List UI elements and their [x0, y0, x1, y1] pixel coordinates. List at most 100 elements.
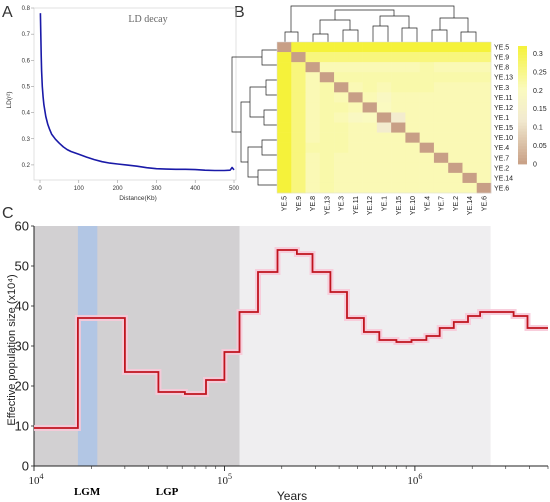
heatmap-cell [362, 132, 378, 143]
shaded-period [239, 226, 491, 466]
psmc-y-tick-label: 40 [15, 299, 29, 314]
heatmap-cell [348, 142, 363, 154]
heatmap-cell [348, 122, 363, 133]
heatmap-cell [433, 142, 449, 154]
heatmap-col-label: YE.6 [481, 196, 488, 211]
heatmap-row-label: YE.7 [494, 155, 509, 162]
legend-swatch [518, 134, 527, 138]
heatmap-cell [391, 92, 406, 103]
heatmap-cell [376, 182, 392, 194]
legend-swatch [518, 69, 527, 73]
heatmap-cell [305, 132, 321, 143]
legend-swatch [518, 152, 527, 156]
legend-swatch [518, 96, 527, 100]
legend-tick-label: 0.3 [533, 51, 543, 58]
heatmap-cell [376, 72, 392, 83]
heatmap-cell [419, 162, 435, 174]
heatmap-cell [433, 122, 449, 133]
heatmap-cell [348, 42, 363, 53]
heatmap-cell [334, 62, 349, 73]
heatmap-cell [433, 172, 449, 184]
heatmap-col-label: YE.10 [410, 196, 417, 215]
heatmap-cell [291, 72, 306, 83]
legend-tick-label: 0.1 [533, 125, 543, 132]
legend-swatch [518, 107, 527, 112]
heatmap-cell [376, 92, 392, 103]
heatmap-cell [419, 142, 435, 154]
heatmap-cell [376, 102, 392, 113]
heatmap-cell [448, 102, 463, 113]
psmc-annotation-lgp: LGP [156, 486, 179, 498]
legend-swatch [518, 122, 527, 127]
heatmap-cell [391, 142, 406, 154]
heatmap-cell [462, 142, 478, 154]
legend-tick-label: 0.2 [533, 88, 543, 95]
psmc-y-tick-label: 20 [15, 379, 29, 394]
heatmap-cell [376, 82, 392, 93]
heatmap-cell [448, 52, 463, 63]
heatmap-cell [291, 52, 306, 63]
legend-swatch [518, 137, 527, 141]
heatmap-cell [277, 132, 292, 143]
heatmap-cell [391, 162, 406, 174]
heatmap-cell [433, 102, 449, 113]
heatmap-col-label: YE.2 [453, 196, 460, 211]
top-dendrogram [284, 5, 477, 42]
heatmap-cell [448, 142, 463, 154]
ld-x-tick-label: 200 [113, 186, 124, 192]
heatmap-cell [362, 172, 378, 184]
heatmap-cell [348, 132, 363, 143]
heatmap-cell [448, 42, 463, 53]
psmc-y-tick-label: 50 [15, 259, 29, 274]
legend-swatch [518, 113, 527, 118]
legend-swatch [518, 99, 527, 103]
heatmap-row-label: YE.5 [494, 45, 509, 52]
heatmap-cell [277, 62, 292, 73]
legend-swatch [518, 161, 527, 165]
heatmap-cell [448, 172, 463, 184]
psmc-x-axis-label: Years [277, 489, 307, 502]
heatmap-cell [405, 102, 420, 113]
heatmap-cell [305, 112, 321, 123]
heatmap-cell [277, 82, 292, 93]
heatmap-cell [405, 172, 420, 184]
ld-x-axis-label: Distance(Kb) [119, 195, 157, 202]
heatmap-cell [362, 122, 378, 133]
heatmap-cell [334, 52, 349, 63]
heatmap-cell [433, 132, 449, 143]
legend-swatch [518, 54, 527, 59]
psmc-line [34, 249, 548, 429]
heatmap-cell [476, 172, 492, 184]
heatmap-cell [291, 42, 306, 53]
heatmap-cell [476, 182, 492, 194]
heatmap-cell [291, 172, 306, 184]
heatmap-row-label: YE.4 [494, 145, 509, 152]
heatmap-cell [319, 112, 335, 123]
legend-swatch [518, 119, 527, 124]
heatmap-cell [334, 112, 349, 123]
heatmap-cell [348, 52, 363, 63]
heatmap-cell [433, 42, 449, 53]
heatmap-cell [448, 162, 463, 174]
heatmap-cell [419, 122, 435, 133]
heatmap-cell [419, 42, 435, 53]
heatmap-row-label: YE.2 [494, 165, 509, 172]
heatmap-cell [277, 152, 292, 164]
heatmap-cell [462, 112, 478, 123]
heatmap-cell [391, 112, 406, 123]
heatmap-cell [391, 152, 406, 164]
heatmap-cell [376, 152, 392, 164]
heatmap-col-label: YE.1 [382, 196, 389, 211]
psmc-chart: 0 10 20 30 40 50 60 104 105 106 LGM LGP Years Eff… [6, 219, 549, 502]
ld-y-axis-label: LD(r²) [6, 92, 13, 109]
heatmap-cell [376, 142, 392, 154]
heatmap-cell [391, 132, 406, 143]
heatmap-row-label: YE.1 [494, 115, 509, 122]
heatmap-cell [476, 162, 492, 174]
heatmap-row-label: YE.15 [494, 125, 513, 132]
heatmap-col-label: YE.13 [324, 196, 331, 215]
heatmap-cell [433, 72, 449, 83]
heatmap-cell [291, 162, 306, 174]
ld-heatmap-chart: YE.5YE.9YE.8YE.13YE.3YE.11YE.12YE.1YE.15… [231, 5, 547, 215]
legend-swatch [518, 81, 527, 85]
